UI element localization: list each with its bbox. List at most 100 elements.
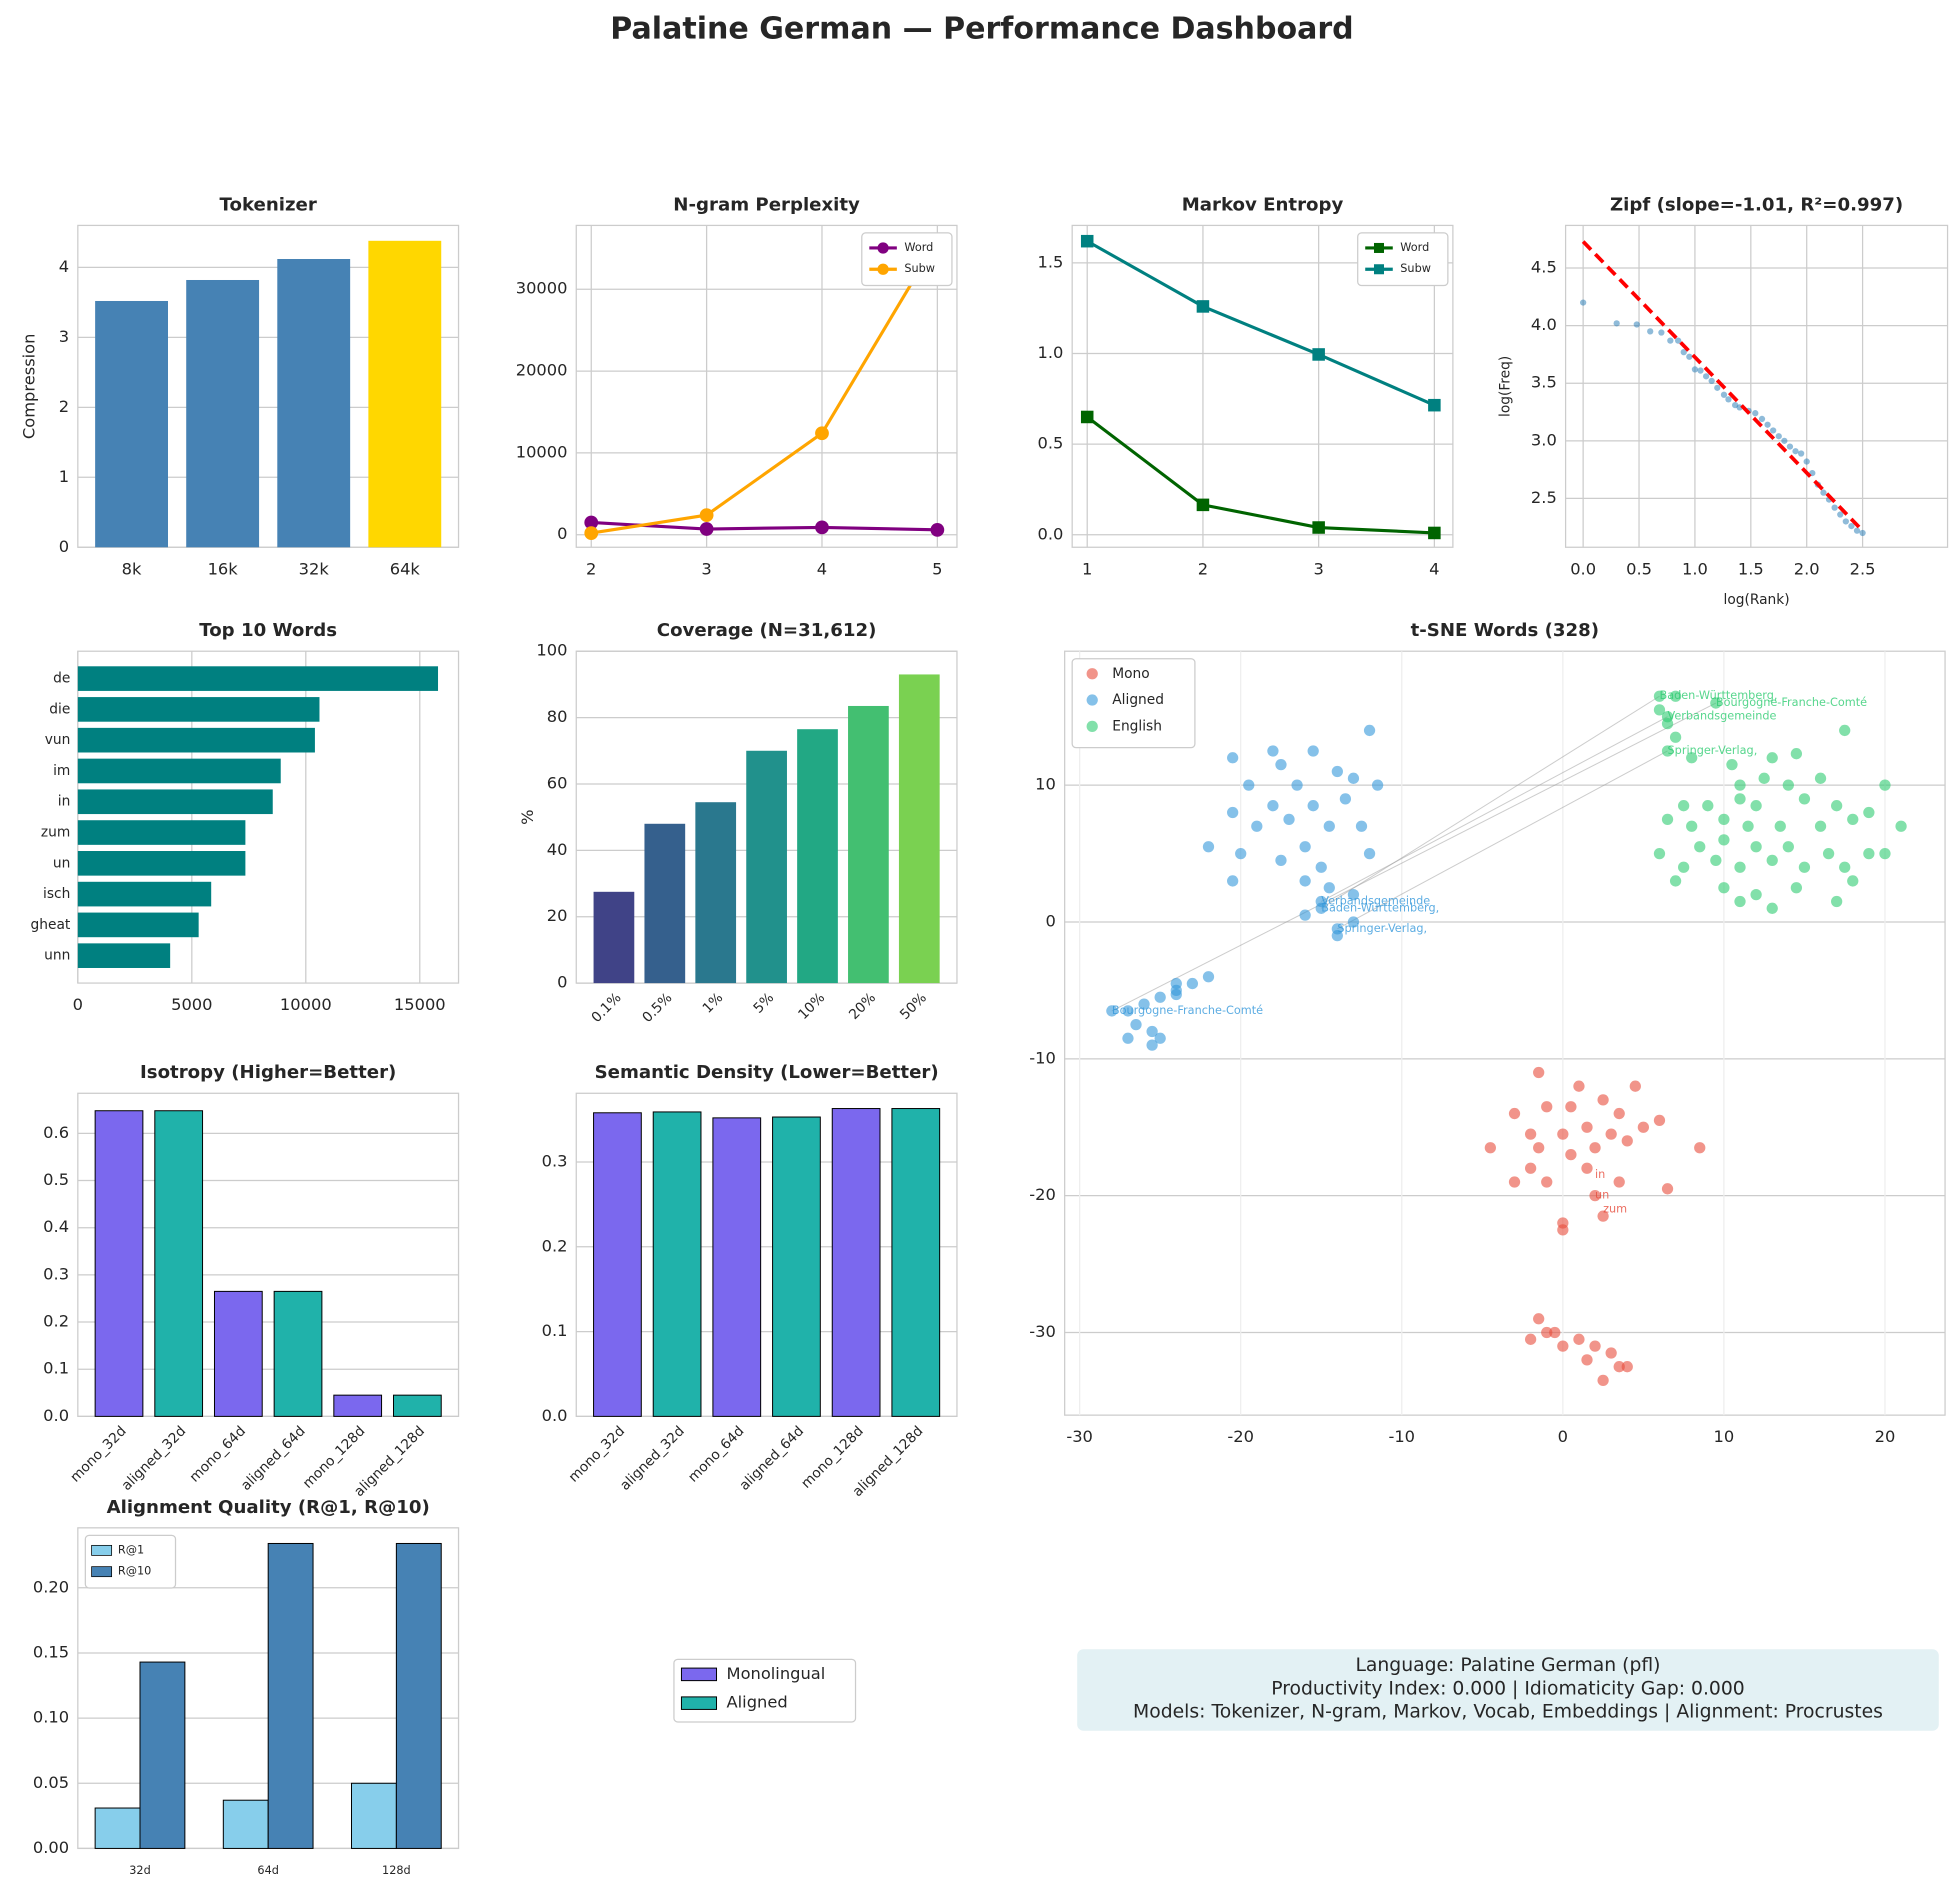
point [1130,1018,1142,1031]
point [1371,779,1384,791]
x-tick-label: 8k [122,559,142,578]
legend-box [1071,658,1196,749]
bar [644,823,686,984]
point [1653,1114,1666,1127]
point [1678,800,1690,812]
alignment-link [1337,750,1668,930]
x-tick-label: 1 [1082,559,1092,578]
x-tick-label: 0.5 [1626,559,1652,578]
x-tick-label: 3 [701,559,711,578]
y-tick-label: 60 [547,773,568,792]
point [1734,861,1746,873]
marker [1428,398,1441,412]
y-tick-label: 0 [1046,911,1056,930]
point [1859,529,1866,537]
y-tick-label: unn [44,948,70,964]
point [1299,841,1311,853]
point [1653,690,1666,702]
point [1508,1107,1521,1120]
point [1831,504,1838,511]
point [1549,1326,1561,1339]
point [1122,1032,1134,1044]
fit-line [1581,240,1864,532]
y-axis-label: log(Freq) [1497,356,1513,417]
point [1613,1107,1625,1120]
bar [154,1110,204,1417]
legend-label: Word [904,241,933,254]
legend-swatch [680,1667,718,1682]
point [1702,800,1714,812]
point [1275,759,1287,771]
point [1202,971,1215,983]
y-tick-label: 3 [59,327,69,346]
point [1580,299,1587,306]
point [1138,998,1150,1010]
y-axis-label: % [518,809,537,824]
legend-label: R@1 [118,1543,144,1556]
legend-marker [1086,720,1098,732]
y-tick-label: 30000 [516,279,568,298]
y-tick-label: 0.6 [43,1123,69,1142]
point [1718,813,1730,826]
point [1766,854,1778,867]
point [1331,765,1343,778]
point [1895,820,1907,832]
x-tick-label: 64d [257,1864,279,1877]
point [1235,847,1247,860]
point [1581,1162,1593,1174]
point [1621,1361,1633,1373]
bar [368,240,442,548]
point [1524,1162,1537,1174]
point [1790,748,1803,760]
point [1678,861,1690,873]
y-tick-label: 1 [59,467,69,486]
point [1613,1176,1625,1188]
legend-box [673,1658,857,1723]
point [1565,1101,1577,1113]
y-tick-label: 0.0 [43,1406,69,1425]
bar [95,300,168,548]
point [1661,1183,1674,1195]
bar [395,1542,442,1849]
y-tick-label: 0.2 [542,1236,568,1255]
info-line: Language: Palatine German (pfl) [1355,1655,1660,1676]
point [1781,437,1788,444]
chart-title: Top 10 Words [199,620,337,641]
y-tick-label: 40 [547,840,568,859]
alignment-link [1320,695,1660,909]
point [1750,888,1762,901]
point [1686,752,1698,764]
y-tick-label: 4.0 [1531,315,1557,334]
x-axis-label: log(Rank) [1724,592,1790,608]
x-tick-label: 10 [1714,1427,1735,1446]
marker [815,426,829,441]
chart-title: N-gram Perplexity [673,194,860,215]
point [1718,834,1730,846]
bar [77,943,171,968]
point-annotation: Bourgogne-Franche-Comté [1112,1004,1263,1017]
point [1154,991,1166,1003]
legend-swatch [91,1544,113,1556]
x-tick-label: 0 [1558,1427,1568,1446]
point [1323,882,1335,894]
point-annotation: un [1595,1189,1609,1202]
point [1853,527,1861,534]
y-tick-label: de [53,671,70,687]
point [1541,1176,1553,1188]
point [1315,902,1327,914]
point [1557,1224,1569,1236]
point [1146,1025,1158,1038]
point [1782,779,1794,791]
y-tick-label: vun [45,732,71,748]
point [1170,977,1182,990]
bar [351,1782,397,1849]
point [1106,1005,1118,1017]
legend-label: Aligned [727,1693,788,1712]
marker [1428,526,1441,540]
y-tick-label: 80 [547,707,568,726]
y-tick-label: 1.5 [1038,252,1064,271]
bar [898,674,940,984]
bar [77,881,212,907]
y-tick-label: gheat [31,917,71,933]
point-annotation: in [1595,1168,1605,1181]
